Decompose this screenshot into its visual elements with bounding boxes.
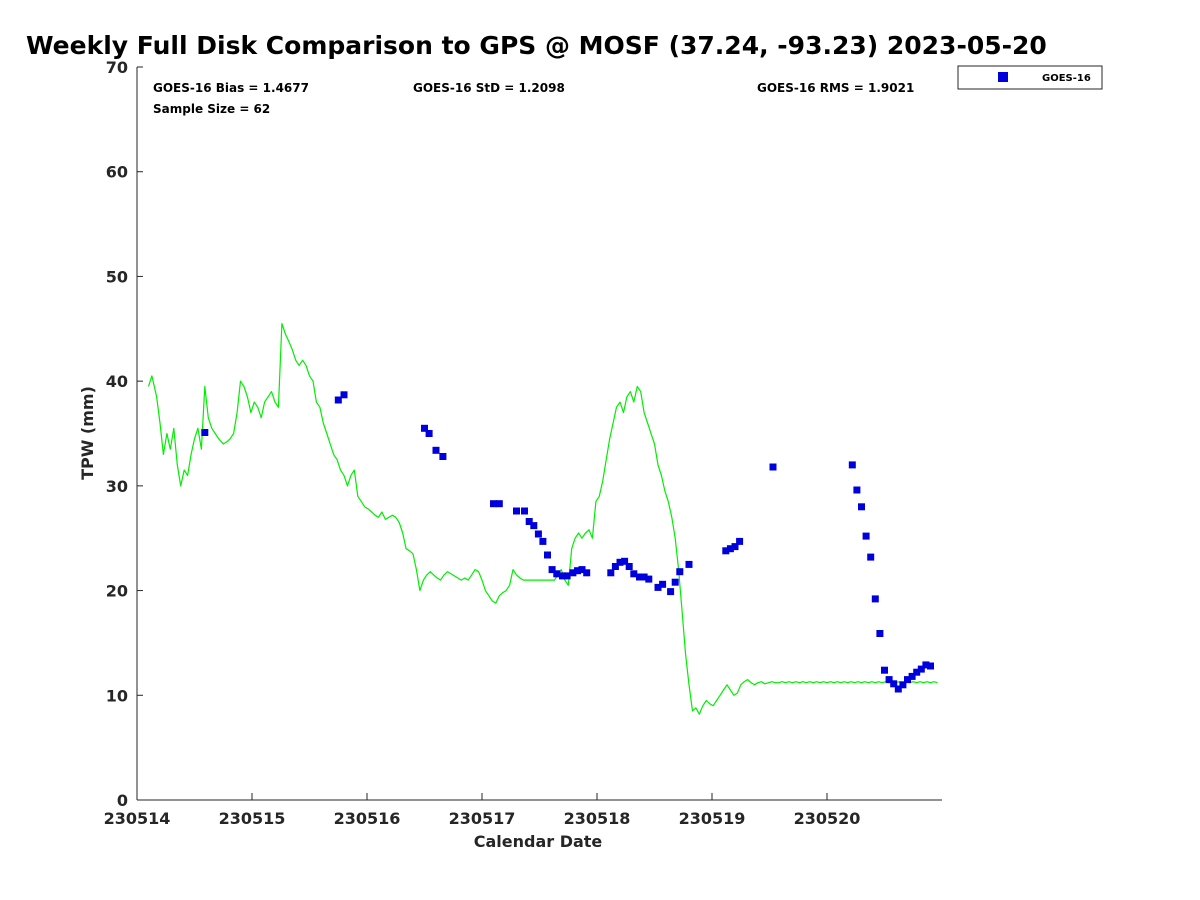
goes16-point	[726, 545, 734, 553]
goes16-point	[736, 537, 744, 545]
goes16-point	[513, 507, 520, 515]
x-tick-label: 230520	[794, 809, 861, 828]
goes16-point	[853, 486, 861, 494]
goes16-point	[913, 668, 921, 676]
goes16-point	[525, 518, 533, 525]
goes16-point	[922, 661, 930, 669]
goes16-point	[334, 396, 342, 404]
goes16-point	[731, 543, 739, 551]
legend-label-goes16: GOES-16	[1042, 73, 1091, 84]
y-ticks: 0 10 20 30 40 50 60 70	[106, 58, 143, 810]
goes16-point	[201, 429, 209, 436]
goes16-point	[645, 575, 653, 583]
goes16-point	[722, 547, 730, 555]
goes16-point	[548, 566, 556, 574]
goes16-point	[534, 530, 542, 538]
legend-marker-goes16	[998, 72, 1008, 82]
goes16-point	[640, 573, 648, 581]
legend-box	[957, 65, 1103, 90]
goes16-point	[899, 681, 907, 689]
goes16-point	[894, 685, 902, 693]
goes16-point	[563, 572, 571, 580]
chart-title: Weekly Full Disk Comparison to GPS @ MOS…	[26, 31, 1047, 60]
goes16-point	[616, 558, 624, 566]
goes16-point	[676, 568, 684, 576]
goes16-point	[490, 500, 497, 508]
goes16-point	[432, 446, 440, 454]
goes-series-points	[201, 391, 934, 693]
y-tick-label: 50	[106, 267, 128, 286]
goes16-point	[553, 570, 561, 578]
goes16-point	[421, 424, 428, 432]
goes16-point	[848, 461, 856, 469]
goes16-point	[908, 672, 916, 680]
x-tick-label: 230518	[564, 809, 631, 828]
goes16-point	[607, 569, 615, 577]
goes16-point	[881, 666, 888, 674]
goes16-point	[867, 553, 875, 561]
goes16-point	[885, 676, 893, 684]
bias-stat: GOES-16 Bias = 1.4677	[153, 81, 309, 95]
y-tick-label: 0	[117, 791, 128, 810]
y-tick-label: 40	[106, 372, 128, 391]
goes16-point	[876, 630, 884, 637]
goes16-point	[636, 573, 643, 581]
y-tick-label: 20	[106, 582, 128, 601]
rms-stat: GOES-16 RMS = 1.9021	[757, 81, 914, 95]
goes16-point	[530, 522, 538, 530]
goes16-point	[871, 595, 879, 603]
goes16-point	[578, 566, 586, 574]
goes16-point	[671, 578, 679, 586]
x-tick-label: 230516	[334, 809, 401, 828]
goes16-point	[559, 572, 566, 580]
x-tick-label: 230514	[104, 809, 171, 828]
x-tick-label: 230515	[219, 809, 286, 828]
goes16-point	[858, 503, 865, 511]
goes16-point	[630, 570, 638, 578]
plot-area	[136, 67, 942, 801]
goes16-point	[769, 463, 777, 471]
goes16-point	[539, 537, 547, 545]
goes16-point	[890, 680, 898, 688]
y-tick-label: 70	[106, 58, 128, 77]
x-tick-label: 230517	[449, 809, 516, 828]
goes16-point	[439, 453, 447, 460]
goes16-point	[927, 662, 934, 670]
goes16-point	[611, 563, 619, 570]
x-axis-label: Calendar Date	[474, 832, 603, 851]
legend: GOES-16	[957, 65, 1103, 90]
goes16-point	[544, 551, 551, 559]
goes16-point	[521, 507, 528, 515]
goes16-point	[583, 569, 591, 577]
x-ticks: 230514 230515 230516 230517 230518 230519 2305…	[104, 793, 861, 828]
std-stat: GOES-16 StD = 1.2098	[413, 81, 565, 95]
y-tick-label: 10	[106, 686, 128, 705]
goes16-point	[425, 430, 433, 437]
goes16-point	[862, 532, 870, 540]
goes16-point	[659, 580, 667, 588]
y-tick-label: 30	[106, 477, 128, 496]
y-tick-label: 60	[106, 163, 128, 182]
goes16-point	[667, 588, 675, 596]
y-axis-label: TPW (mm)	[78, 386, 97, 480]
goes16-point	[495, 500, 503, 508]
x-tick-label: 230519	[679, 809, 746, 828]
goes16-point	[621, 557, 629, 565]
goes16-point	[904, 676, 911, 684]
goes16-point	[685, 560, 693, 568]
goes16-point	[625, 563, 633, 570]
goes16-point	[654, 583, 662, 591]
goes16-point	[917, 665, 925, 673]
goes16-point	[340, 391, 348, 399]
goes16-point	[569, 569, 577, 577]
sample-size-stat: Sample Size = 62	[153, 102, 270, 116]
goes16-point	[574, 567, 581, 575]
gps-series-line	[147, 323, 938, 715]
